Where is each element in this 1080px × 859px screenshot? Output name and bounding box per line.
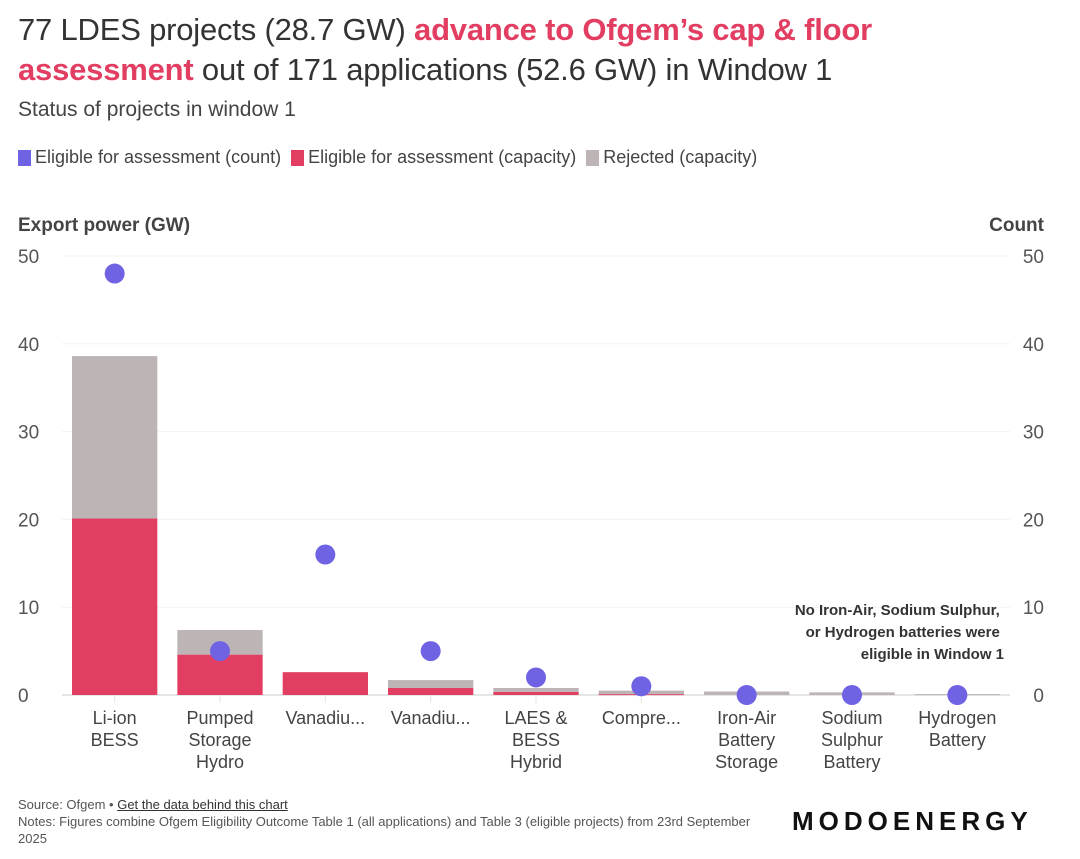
x-category-label-line: BESS: [91, 730, 139, 750]
x-category-label-line: Battery: [718, 730, 775, 750]
chart-title: 77 LDES projects (28.7 GW) advance to Of…: [18, 10, 1018, 90]
bar-segment: [72, 356, 158, 519]
y2-tick-label: 50: [1023, 247, 1044, 268]
y-axis-title: Export power (GW): [18, 215, 190, 236]
x-category-label-line: Hydro: [196, 752, 244, 772]
count-dot: [526, 667, 546, 688]
legend-label: Eligible for assessment (count): [35, 147, 282, 167]
chart-svg: Export power (GW) Count 0 10 20 30 40 50 0 10 20…: [18, 215, 1045, 772]
x-category-label-line: Sulphur: [821, 730, 883, 750]
x-category-label-line: Hybrid: [510, 752, 562, 772]
y-tick-label: 30: [18, 423, 39, 444]
count-dot: [315, 544, 336, 565]
y-tick-label: 20: [18, 510, 39, 531]
x-category-label: LAES & BESS Hybrid: [504, 708, 567, 772]
y2-axis-title: Count: [989, 215, 1045, 236]
count-dot: [104, 263, 125, 284]
legend-swatch-eligible: [291, 149, 305, 166]
y-tick-label: 0: [18, 686, 29, 707]
legend-label: Eligible for assessment (capacity): [308, 147, 577, 167]
x-category-label-line: Sodium: [821, 708, 882, 728]
x-category-label-line: Storage: [188, 730, 251, 750]
y-tick-label: 40: [18, 335, 39, 356]
annotation-line-1: No Iron-Air, Sodium Sulphur,: [795, 602, 1000, 619]
x-category-label-line: Vanadiu...: [285, 708, 365, 728]
y-tick-label: 50: [18, 247, 39, 268]
source-text: Source: Ofgem •: [18, 797, 118, 812]
count-dot: [842, 685, 862, 705]
brand-logo: MODOENERGY: [792, 806, 1033, 836]
bar-segment: [177, 654, 263, 695]
x-category-label-line: Pumped: [186, 708, 253, 728]
bar-segment: [72, 518, 158, 695]
x-category-label: Sodium Sulphur Battery: [821, 708, 883, 772]
chart-subtitle: Status of projects in window 1: [18, 98, 296, 121]
legend-label: Rejected (capacity): [603, 147, 758, 167]
x-category-label: Iron-Air Battery Storage: [715, 708, 778, 772]
bar-segment: [388, 687, 474, 695]
legend-item-eligible-capacity[interactable]: Eligible for assessment (capacity): [291, 147, 576, 168]
title-part2: out of 171 applications (52.6 GW) in Win…: [193, 52, 833, 87]
x-category-label: Hydrogen Battery: [918, 708, 996, 750]
count-dot: [631, 676, 652, 697]
title-part1: 77 LDES projects (28.7 GW): [18, 12, 415, 47]
x-category-label: Vanadiu...: [285, 708, 365, 728]
bar-segment: [282, 672, 368, 695]
bar-segment: [493, 691, 579, 695]
count-dot: [420, 641, 441, 662]
y2-tick-label: 30: [1023, 423, 1044, 444]
y2-tick-label: 20: [1023, 510, 1044, 531]
x-category-label-line: Li-ion: [93, 708, 137, 728]
legend-item-rejected-capacity[interactable]: Rejected (capacity): [586, 147, 757, 168]
x-category-label-line: LAES &: [504, 708, 567, 728]
annotation: No Iron-Air, Sodium Sulphur, or Hydrogen…: [795, 602, 1004, 663]
x-category-label-line: Battery: [823, 752, 880, 772]
x-category-label-line: Compre...: [602, 708, 681, 728]
footer: Source: Ofgem • Get the data behind this…: [18, 796, 778, 847]
x-category-label-line: Storage: [715, 752, 778, 772]
data-link[interactable]: Get the data behind this chart: [117, 797, 288, 812]
bar-segment: [388, 680, 474, 688]
count-dot: [210, 641, 230, 662]
legend-swatch-count: [18, 149, 31, 166]
count-dot: [947, 685, 968, 705]
x-category-label: Vanadiu...: [391, 708, 471, 728]
legend-item-count[interactable]: Eligible for assessment (count): [18, 147, 281, 168]
x-category-label-line: Vanadiu...: [391, 708, 471, 728]
y-tick-label: 10: [18, 598, 39, 619]
x-category-label-line: Battery: [929, 730, 986, 750]
notes-text: Notes: Figures combine Ofgem Eligibility…: [18, 814, 751, 846]
x-category-label-line: BESS: [512, 730, 560, 750]
x-category-label: Compre...: [602, 708, 681, 728]
y2-tick-label: 10: [1023, 598, 1044, 619]
y2-tick-label: 0: [1033, 686, 1044, 707]
x-category-label: Pumped Storage Hydro: [186, 708, 253, 772]
title-highlight: advance to Ofgem’s cap & floor assessmen…: [18, 12, 872, 87]
y2-tick-label: 40: [1023, 335, 1044, 356]
x-category-label-line: Hydrogen: [918, 708, 996, 728]
legend: Eligible for assessment (count) Eligible…: [18, 147, 757, 168]
annotation-line-2: or Hydrogen batteries were: [806, 624, 1000, 641]
bar-segment: [493, 687, 579, 692]
count-dot: [736, 685, 757, 705]
x-category-label: Li-ion BESS: [91, 708, 139, 750]
x-category-label-line: Iron-Air: [717, 708, 776, 728]
legend-swatch-rejected: [586, 149, 600, 166]
annotation-line-3: eligible in Window 1: [861, 646, 1004, 663]
